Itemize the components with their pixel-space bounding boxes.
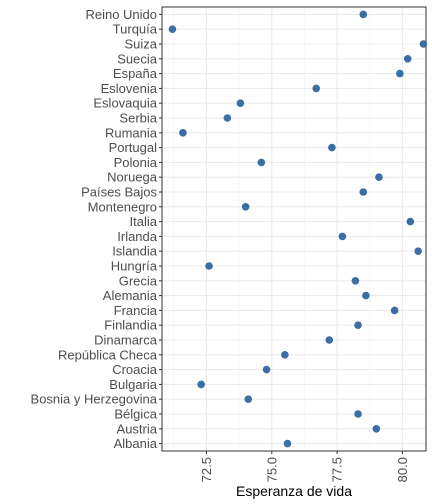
data-point [390, 306, 399, 315]
data-point [351, 277, 360, 285]
y-tick-label: Bélgica [114, 407, 157, 422]
y-tick-label: Finlandia [104, 318, 158, 333]
data-point [419, 40, 428, 48]
data-point [328, 143, 336, 152]
x-tick-label: 80.0 [395, 457, 410, 482]
y-tick-label: República Checa [58, 347, 158, 362]
data-point [359, 188, 368, 196]
y-tick-label: Dinamarca [94, 333, 158, 348]
data-point [312, 84, 321, 93]
y-tick-label: Alemania [103, 288, 158, 303]
y-tick-label: Francia [114, 303, 158, 318]
y-tick-label: Albania [114, 436, 158, 451]
y-tick-label: Rumania [105, 125, 158, 140]
data-point [244, 395, 253, 404]
y-tick-label: Croacia [112, 362, 158, 377]
y-tick-label: Noruega [107, 170, 158, 185]
data-point [257, 158, 266, 167]
data-point [375, 173, 383, 181]
y-tick-label: Irlanda [117, 229, 158, 244]
data-point [179, 129, 187, 137]
y-tick-label: Grecia [119, 273, 158, 288]
y-tick-label: España [113, 66, 158, 81]
y-axis: Reino UnidoTurquíaSuizaSueciaEspañaEslov… [31, 7, 162, 451]
y-tick-label: Eslovenia [101, 81, 158, 96]
y-tick-label: Serbia [119, 111, 157, 126]
data-point [414, 247, 422, 255]
y-tick-label: Hungría [111, 259, 158, 274]
data-point [338, 232, 347, 241]
y-tick-label: Austria [117, 421, 158, 436]
x-tick-label: 72.5 [199, 457, 214, 482]
y-tick-label: Portugal [109, 140, 158, 155]
y-tick-label: Países Bajos [81, 185, 157, 200]
data-point [197, 380, 206, 389]
data-point [236, 99, 245, 107]
data-points [168, 10, 428, 448]
y-tick-label: Eslovaquia [93, 96, 157, 111]
data-point [205, 262, 213, 270]
data-point [281, 351, 289, 359]
data-point [354, 321, 362, 330]
panel-border [161, 6, 427, 452]
y-tick-label: Islandia [112, 244, 158, 259]
x-tick-label: 75.0 [264, 457, 279, 482]
y-tick-label: Bosnia y Herzegovina [31, 392, 158, 407]
data-point [262, 365, 271, 374]
data-point [325, 336, 334, 344]
data-point [168, 25, 177, 33]
data-point [403, 55, 412, 63]
data-point [223, 114, 232, 122]
data-point [354, 410, 362, 418]
data-point [362, 291, 370, 300]
data-point [406, 217, 415, 226]
x-tick-label: 77.5 [330, 457, 345, 482]
x-axis-title: Esperanza de vida [236, 483, 352, 499]
y-tick-label: Italia [130, 214, 158, 229]
y-tick-label: Turquía [113, 22, 158, 37]
y-tick-label: Bulgaria [109, 377, 157, 392]
y-tick-label: Suiza [124, 37, 157, 52]
data-point [241, 203, 250, 211]
y-tick-label: Suecia [117, 51, 158, 66]
y-tick-label: Polonia [114, 155, 158, 170]
data-point [283, 439, 292, 448]
x-axis: 72.5 75.0 77.5 80.0 [199, 451, 410, 482]
y-tick-label: Reino Unido [85, 7, 157, 22]
y-tick-label: Montenegro [88, 199, 157, 214]
data-point [396, 69, 404, 78]
data-point [359, 10, 368, 19]
data-point [372, 425, 381, 433]
